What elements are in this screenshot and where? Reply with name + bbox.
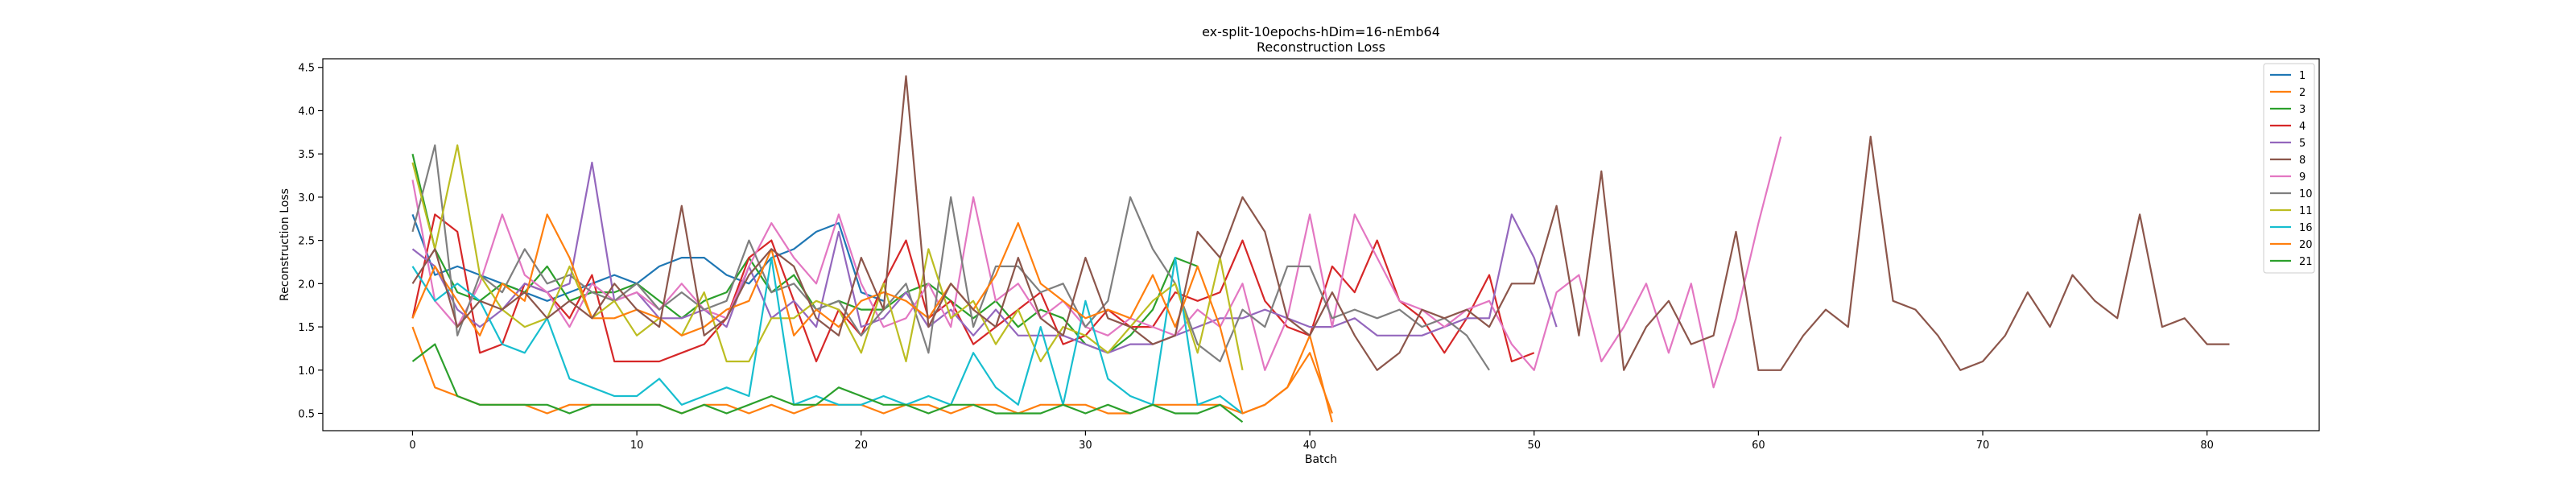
legend-label-21: 21 [2299, 256, 2313, 268]
x-tick-label: 70 [1976, 440, 1990, 452]
legend: 1 2 3 4 5 8 9 10 11 16 20 21 [2263, 63, 2315, 274]
legend-label-8: 8 [2299, 155, 2306, 167]
y-tick-label: 4.0 [298, 105, 315, 118]
y-tick-label: 2.0 [298, 279, 315, 291]
series-line-1 [411, 214, 884, 302]
y-tick-label: 3.0 [298, 192, 315, 204]
legend-label-1: 1 [2299, 70, 2306, 82]
legend-box [2263, 63, 2315, 274]
x-tick-label: 10 [630, 440, 644, 452]
x-tick-label: 50 [1527, 440, 1541, 452]
y-tick-label: 4.5 [298, 63, 315, 75]
legend-label-3: 3 [2299, 104, 2306, 116]
series-line-4 [411, 213, 1535, 363]
x-tick-label: 80 [2200, 440, 2214, 452]
y-tick-label: 2.5 [298, 236, 315, 248]
series-line-2 [411, 326, 1333, 415]
y-axis-label: Reconstruction Loss [279, 188, 291, 301]
plot-frame [322, 58, 2320, 431]
legend-label-11: 11 [2299, 205, 2313, 217]
legend-label-4: 4 [2299, 121, 2306, 133]
series-line-9 [411, 136, 1782, 389]
series-lines [411, 75, 2230, 423]
axes: 0 10 20 30 40 50 60 70 80 0.5 1.0 1.5 2.0 2.5 3.0 3.5 4.… [298, 63, 2214, 452]
series-line-16 [411, 257, 1244, 415]
x-tick-label: 30 [1079, 440, 1092, 452]
y-tick-label: 3.5 [298, 149, 315, 161]
legend-label-16: 16 [2299, 222, 2313, 234]
legend-label-2: 2 [2299, 87, 2306, 99]
y-tick-label: 1.5 [298, 322, 315, 334]
legend-label-9: 9 [2299, 171, 2306, 184]
legend-label-5: 5 [2299, 138, 2306, 150]
legend-label-20: 20 [2299, 239, 2313, 251]
x-tick-label: 20 [854, 440, 868, 452]
legend-label-10: 10 [2299, 188, 2313, 200]
x-tick-label: 40 [1303, 440, 1317, 452]
x-tick-label: 0 [409, 440, 415, 452]
series-line-11 [411, 144, 1244, 371]
series-line-21 [411, 343, 1244, 423]
y-tick-label: 0.5 [298, 409, 315, 421]
chart-subtitle: Reconstruction Loss [1257, 39, 1385, 55]
x-tick-label: 60 [1752, 440, 1765, 452]
series-line-8 [411, 75, 2230, 371]
chart-title: ex-split-10epochs-hDim=16-nEmb64 [1202, 24, 1440, 39]
series-line-10 [411, 144, 1490, 371]
x-axis-label: Batch [1305, 453, 1337, 466]
y-tick-label: 1.0 [298, 365, 315, 378]
